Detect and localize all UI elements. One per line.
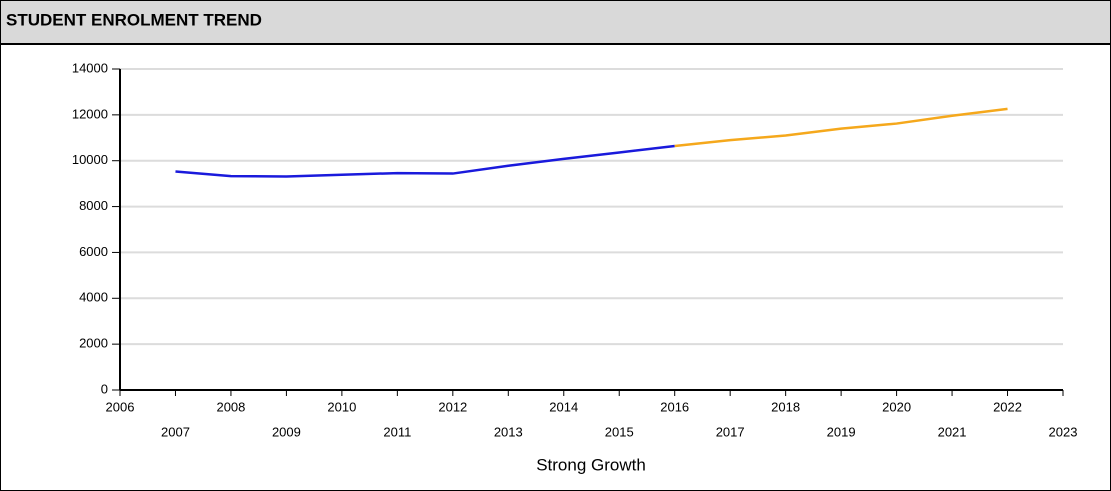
x-tick-label: 2010 (327, 399, 356, 414)
x-axis-label: Strong Growth (536, 455, 646, 474)
x-tick-label: 2019 (827, 424, 856, 439)
y-tick-label: 2000 (79, 336, 108, 351)
series-line (175, 144, 675, 178)
x-tick-label: 2021 (938, 424, 967, 439)
x-tick-label: 2017 (716, 424, 745, 439)
x-tick-label: 2015 (605, 424, 634, 439)
x-tick-label: 2018 (771, 399, 800, 414)
x-tick-label: 2014 (549, 399, 578, 414)
x-tick-label: 2008 (216, 399, 245, 414)
x-tick-label: 2023 (1049, 424, 1078, 439)
y-tick-label: 14000 (72, 60, 108, 75)
y-tick-label: 8000 (79, 198, 108, 213)
y-tick-label: 6000 (79, 244, 108, 259)
x-tick-label: 2020 (882, 399, 911, 414)
x-tick-label: 2022 (993, 399, 1022, 414)
header (0, 0, 1111, 44)
chart-title: STUDENT ENROLMENT TREND (6, 10, 262, 29)
series-line (674, 107, 1008, 148)
y-tick-label: 0 (101, 381, 108, 396)
x-tick-label: 2007 (161, 424, 190, 439)
x-tick-label: 2016 (660, 399, 689, 414)
x-tick-label: 2012 (438, 399, 467, 414)
x-tick-label: 2006 (106, 399, 135, 414)
y-tick-label: 12000 (72, 106, 108, 121)
y-tick-label: 4000 (79, 290, 108, 305)
x-tick-label: 2009 (272, 424, 301, 439)
x-tick-label: 2013 (494, 424, 523, 439)
x-tick-label: 2011 (383, 424, 411, 439)
y-tick-label: 10000 (72, 152, 108, 167)
